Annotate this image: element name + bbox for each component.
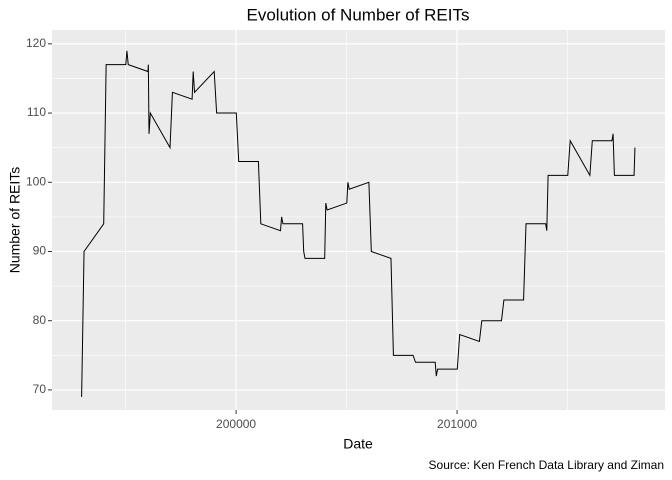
- y-tick-label: 80: [33, 313, 47, 327]
- y-tick-label: 100: [26, 174, 46, 188]
- y-tick-label: 90: [33, 244, 47, 258]
- x-axis-title: Date: [343, 436, 373, 452]
- chart-title: Evolution of Number of REITs: [247, 5, 470, 24]
- y-axis-title: Number of REITs: [7, 167, 23, 274]
- y-tick-label: 70: [33, 382, 47, 396]
- y-tick-label: 120: [26, 36, 46, 50]
- panel: [52, 30, 665, 410]
- data-line: [81, 50, 636, 397]
- caption: Source: Ken French Data Library and Zima…: [429, 458, 664, 472]
- x-tick-label: 200000: [216, 417, 256, 431]
- y-tick-label: 110: [27, 105, 46, 119]
- x-tick-label: 201000: [437, 417, 477, 431]
